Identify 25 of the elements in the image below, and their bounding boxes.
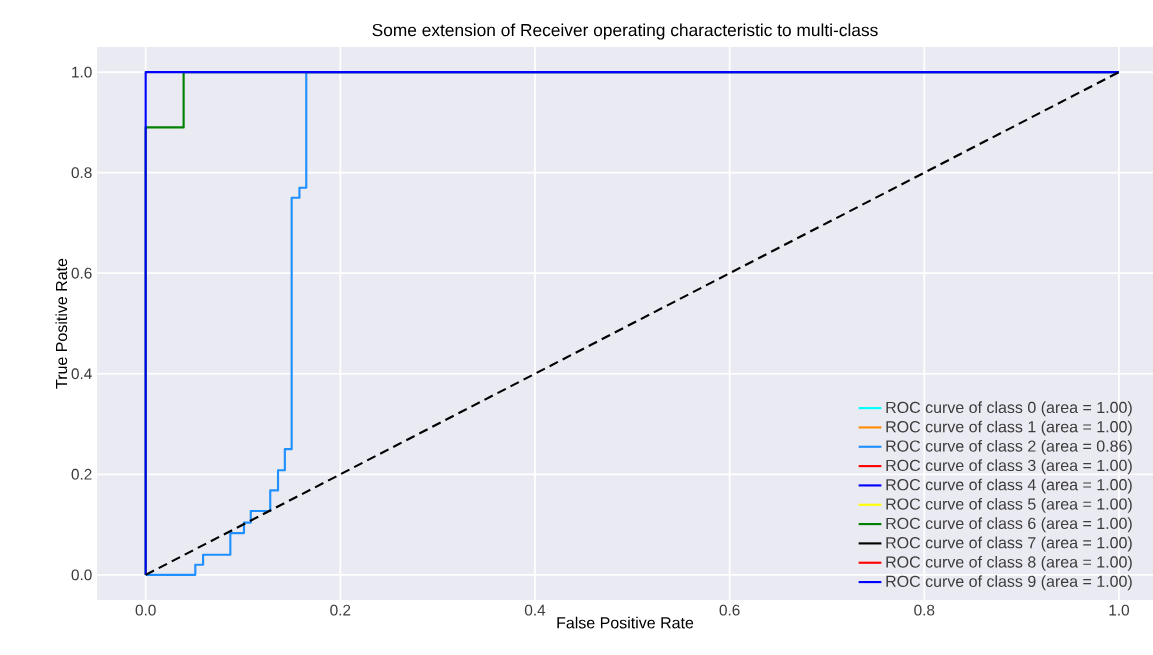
chart-title: Some extension of Receiver operating characteristic to multi-class xyxy=(372,23,878,40)
legend-label: ROC curve of class 1 (area = 1.00) xyxy=(886,420,1132,436)
legend-label: ROC curve of class 7 (area = 1.00) xyxy=(886,536,1132,552)
legend-label: ROC curve of class 6 (area = 1.00) xyxy=(886,517,1132,533)
y-tick-label: 0.8 xyxy=(71,167,92,179)
x-tick-label: 0.8 xyxy=(914,604,935,616)
y-axis-title: True Positive Rate xyxy=(55,258,68,389)
legend-label: ROC curve of class 8 (area = 1.00) xyxy=(886,555,1132,571)
y-tick-label: 1.0 xyxy=(72,66,92,78)
x-tick-label: 1.0 xyxy=(1109,604,1129,616)
legend-label: ROC curve of class 4 (area = 1.00) xyxy=(886,478,1132,494)
x-tick-label: 0.6 xyxy=(719,604,740,616)
y-tick-label: 0.4 xyxy=(71,368,92,380)
x-tick-label: 0.0 xyxy=(135,604,156,616)
legend-label: ROC curve of class 3 (area = 1.00) xyxy=(886,459,1132,475)
x-tick-label: 0.2 xyxy=(330,604,351,616)
y-tick-label: 0.2 xyxy=(71,468,92,480)
legend-label: ROC curve of class 9 (area = 1.00) xyxy=(886,575,1132,591)
legend-label: ROC curve of class 2 (area = 0.86) xyxy=(886,439,1132,455)
x-tick-label: 0.4 xyxy=(524,604,546,616)
x-axis-title: False Positive Rate xyxy=(557,616,694,629)
legend-label: ROC curve of class 0 (area = 1.00) xyxy=(886,401,1132,417)
y-tick-label: 0.0 xyxy=(71,569,92,581)
y-tick-label: 0.6 xyxy=(71,267,92,279)
legend-label: ROC curve of class 5 (area = 1.00) xyxy=(886,497,1132,513)
